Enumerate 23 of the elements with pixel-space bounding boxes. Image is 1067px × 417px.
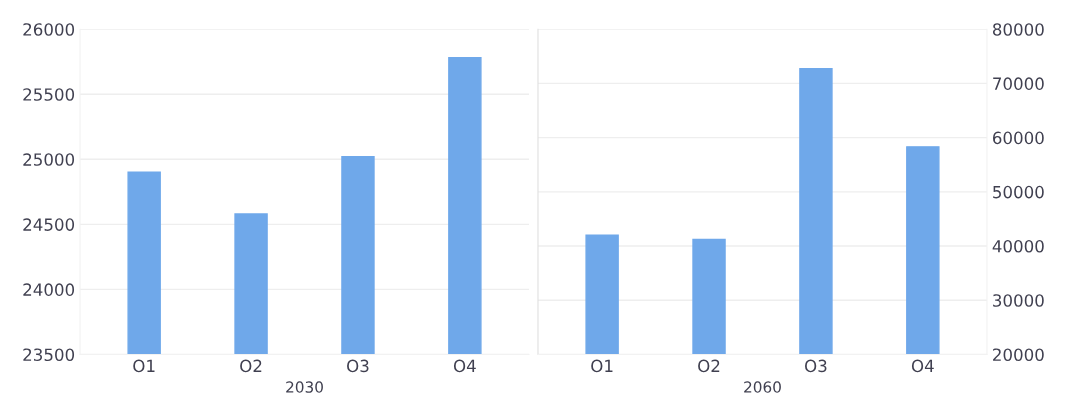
y-tick-label: 25500 bbox=[23, 88, 75, 101]
y-tick-label: 24500 bbox=[23, 218, 75, 231]
y2-tick-label: 80000 bbox=[992, 23, 1044, 36]
x-tick-label: O2 bbox=[698, 359, 720, 373]
y2-tick-label: 40000 bbox=[992, 239, 1044, 253]
x-tick-label: O2 bbox=[240, 359, 262, 373]
y2-tick-label: 20000 bbox=[993, 348, 1044, 362]
y-tick-label: 26000 bbox=[23, 23, 75, 36]
y-tick-label: 25000 bbox=[23, 153, 75, 166]
x-tick-label: O4 bbox=[911, 359, 934, 373]
x-axis-title: 2060 bbox=[744, 381, 781, 393]
x-axis-title: 2030 bbox=[286, 381, 323, 393]
y-tick-label: 24000 bbox=[23, 283, 75, 296]
y2-tick-label: 70000 bbox=[993, 77, 1044, 90]
x-tick-label: O4 bbox=[453, 359, 476, 373]
x-tick-label: O1 bbox=[133, 359, 155, 373]
x-tick-label: O3 bbox=[805, 359, 827, 373]
y-tick-label: 23500 bbox=[23, 348, 75, 362]
x-tick-label: O1 bbox=[591, 359, 613, 373]
y2-tick-label: 50000 bbox=[993, 185, 1044, 199]
x-tick-label: O3 bbox=[347, 359, 369, 373]
y2-tick-label: 60000 bbox=[993, 131, 1044, 145]
y2-tick-label: 30000 bbox=[993, 294, 1044, 307]
